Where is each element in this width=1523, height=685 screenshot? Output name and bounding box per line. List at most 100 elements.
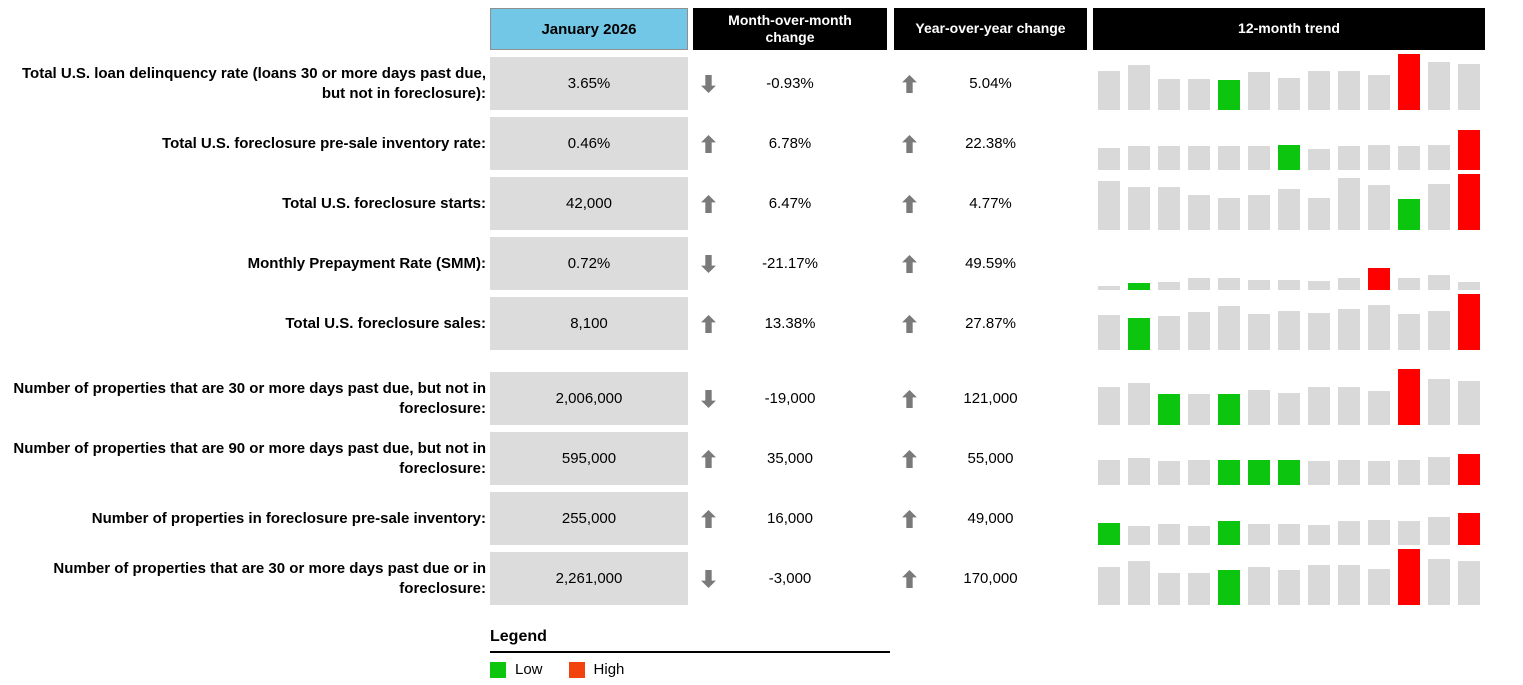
trend-bar (1398, 521, 1420, 545)
trend-bar (1428, 62, 1450, 110)
metric-label: Total U.S. foreclosure sales: (285, 314, 486, 332)
trend-bar (1098, 71, 1120, 110)
trend-bar (1218, 198, 1240, 230)
trend-bar-low (1098, 523, 1120, 545)
trend-bar (1368, 461, 1390, 485)
trend-bar (1128, 65, 1150, 110)
table-row: Total U.S. foreclosure pre-sale inventor… (0, 117, 1485, 170)
up-arrow-icon (701, 134, 716, 153)
mom-change-value: -19,000 (764, 390, 816, 407)
trend-bar (1098, 315, 1120, 350)
trend-bar (1128, 187, 1150, 230)
trend-bar (1338, 309, 1360, 350)
up-arrow-icon (701, 509, 716, 528)
mom-change-value: -3,000 (768, 570, 812, 587)
trend-bar (1248, 314, 1270, 350)
table-row: Total U.S. loan delinquency rate (loans … (0, 54, 1485, 110)
high-swatch-icon (568, 661, 585, 678)
yoy-change-cell: 4.77% (894, 177, 1087, 230)
trend-sparkline (1098, 130, 1480, 170)
table-header-row: January 2026 Month-over-month change Yea… (0, 8, 1485, 50)
trend-bar (1098, 286, 1120, 290)
yoy-change-cell: 27.87% (894, 297, 1087, 350)
trend-bar (1368, 569, 1390, 605)
trend-bar (1308, 71, 1330, 110)
legend-low-label: Low (515, 661, 543, 678)
trend-bar (1428, 184, 1450, 230)
trend-bar (1458, 64, 1480, 110)
yoy-change-value: 49,000 (967, 510, 1014, 527)
metric-value-cell: 595,000 (490, 432, 688, 485)
trend-bar (1278, 393, 1300, 425)
mom-change-cell: -21.17% (693, 237, 887, 290)
yoy-change-cell: 49,000 (894, 492, 1087, 545)
trend-bar (1368, 391, 1390, 425)
trend-bar (1158, 316, 1180, 350)
yoy-change-value: 27.87% (965, 315, 1016, 332)
metric-value-cell: 8,100 (490, 297, 688, 350)
metric-label: Number of properties in foreclosure pre-… (91, 509, 486, 527)
metric-label: Number of properties that are 90 or more… (13, 439, 486, 477)
trend-bar (1308, 198, 1330, 230)
trend-bar (1218, 306, 1240, 350)
mom-change-cell: 35,000 (693, 432, 887, 485)
trend-bar (1308, 565, 1330, 605)
trend-bar (1308, 313, 1330, 350)
yoy-change-value: 49.59% (965, 255, 1016, 272)
table-row: Number of properties that are 30 or more… (0, 549, 1485, 605)
trend-cell (1093, 294, 1485, 350)
trend-bar (1128, 383, 1150, 425)
yoy-change-value: 55,000 (967, 450, 1014, 467)
trend-sparkline (1098, 54, 1480, 110)
up-arrow-icon (701, 314, 716, 333)
trend-bar-low (1218, 394, 1240, 425)
trend-bar (1218, 278, 1240, 290)
trend-bar (1248, 390, 1270, 425)
trend-bar (1368, 75, 1390, 110)
table-row: Number of properties that are 30 or more… (0, 369, 1485, 425)
trend-bar-high (1398, 369, 1420, 425)
trend-sparkline (1098, 454, 1480, 485)
trend-bar (1098, 148, 1120, 170)
trend-bar (1248, 72, 1270, 110)
trend-bar (1128, 146, 1150, 170)
trend-bar (1158, 573, 1180, 605)
trend-bar-high (1458, 174, 1480, 230)
trend-bar (1428, 379, 1450, 425)
trend-bar (1458, 282, 1480, 290)
trend-bar-low (1278, 460, 1300, 485)
trend-bar (1098, 387, 1120, 425)
mom-change-value: -0.93% (766, 75, 814, 92)
yoy-change-value: 4.77% (969, 195, 1012, 212)
trend-bar (1248, 524, 1270, 545)
metrics-table: January 2026 Month-over-month change Yea… (0, 8, 1485, 612)
trend-bar-high (1458, 513, 1480, 545)
table-body: Total U.S. loan delinquency rate (loans … (0, 54, 1485, 605)
up-arrow-icon (902, 254, 917, 273)
trend-bar (1158, 79, 1180, 110)
trend-bar-low (1398, 199, 1420, 230)
trend-bar (1278, 570, 1300, 605)
up-arrow-icon (902, 74, 917, 93)
yoy-change-cell: 49.59% (894, 237, 1087, 290)
trend-sparkline (1098, 294, 1480, 350)
trend-bar (1248, 567, 1270, 605)
trend-bar (1158, 461, 1180, 485)
trend-bar (1188, 573, 1210, 605)
trend-bar (1458, 561, 1480, 605)
trend-bar (1458, 381, 1480, 425)
trend-bar-high (1458, 454, 1480, 485)
metric-value-cell: 2,261,000 (490, 552, 688, 605)
trend-bar (1098, 567, 1120, 605)
trend-cell (1093, 237, 1485, 290)
trend-bar-low (1218, 521, 1240, 545)
trend-bar-high (1398, 54, 1420, 110)
yoy-change-value: 5.04% (969, 75, 1012, 92)
trend-bar (1338, 565, 1360, 605)
metric-label: Total U.S. foreclosure starts: (282, 194, 486, 212)
mom-change-cell: 6.78% (693, 117, 887, 170)
trend-bar (1188, 146, 1210, 170)
trend-bar (1128, 561, 1150, 605)
legend-title: Legend (490, 628, 890, 653)
